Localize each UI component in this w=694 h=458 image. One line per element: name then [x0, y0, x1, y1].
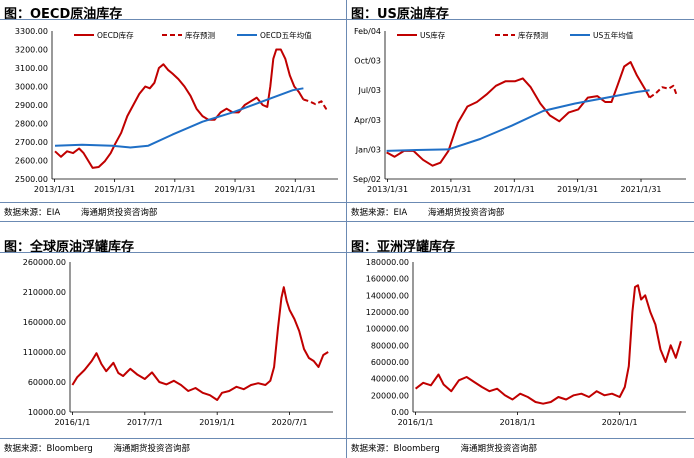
x-tick-label: 2021/1/31 [620, 185, 661, 194]
x-tick-label: 2019/1/31 [215, 185, 256, 194]
source-label: 数据来源：EIA [351, 208, 408, 218]
x-tick-label: 2015/1/31 [94, 185, 135, 194]
title-rule [0, 252, 346, 253]
x-tick-label: 2016/1/1 [398, 418, 434, 427]
source-note: 数据来源：EIA 海通期货投资咨询部 [351, 206, 522, 218]
y-tick-label: 2700.00 [15, 138, 48, 147]
x-tick-label: 2021/1/31 [275, 185, 316, 194]
series-line-actual [71, 286, 329, 401]
asia-floating-storage-panel: 图：亚洲浮罐库存 0.00 20000.00 40000.00 60000.00 800… [347, 222, 694, 458]
oecd-inventory-chart: 2500.00 2600.00 2700.00 2800.00 2900.00 3000.… [15, 27, 338, 194]
panel-title: 图：US原油库存 [351, 7, 449, 22]
y-tick-label: 160000.00 [366, 275, 409, 284]
x-tick-label: 2013/1/31 [34, 185, 75, 194]
y-tick-label: 20000.00 [371, 391, 409, 400]
y-tick-label: 3300.00 [15, 27, 48, 36]
source-rule [347, 202, 694, 203]
y-tick-label: 3100.00 [15, 64, 48, 73]
panel-title: 图：亚洲浮罐库存 [351, 240, 456, 255]
y-tick-label: 10000.00 [28, 408, 66, 417]
x-tick-label: 2019/1/1 [199, 418, 235, 427]
x-tick-label: 2016/1/1 [54, 418, 90, 427]
y-tick-label: 110000.00 [23, 348, 66, 357]
title-rule [347, 19, 694, 20]
legend-label: OECD五年均值 [260, 30, 312, 40]
y-tick-label: Feb/04 [354, 27, 381, 36]
legend-label: 库存预测 [185, 30, 215, 40]
source-label: 数据来源：Bloomberg [351, 444, 440, 454]
y-tick-label: 60000.00 [371, 358, 409, 367]
x-tick-label: 2020/7/1 [272, 418, 308, 427]
y-tick-label: 2600.00 [15, 157, 48, 166]
x-tick-label: 2013/1/31 [367, 185, 408, 194]
y-tick-label: 120000.00 [366, 308, 409, 317]
y-tick-label: 210000.00 [23, 288, 66, 297]
y-tick-label: 160000.00 [23, 318, 66, 327]
y-tick-label: 80000.00 [371, 341, 409, 350]
source-note: 数据来源：Bloomberg 海通期货投资咨询部 [4, 442, 208, 454]
source-note: 数据来源：EIA 海通期货投资咨询部 [4, 206, 175, 218]
series-line-actual [414, 284, 682, 405]
y-tick-label: 2500.00 [15, 175, 48, 184]
title-rule [347, 252, 694, 253]
panel-divider-horizontal [0, 221, 694, 222]
series-line-actual [54, 48, 305, 169]
source-label: 数据来源：Bloomberg [4, 444, 93, 454]
source-label: 数据来源：EIA [4, 208, 61, 218]
series-line-avg [386, 89, 650, 152]
source-rule [0, 202, 346, 203]
y-tick-label: 180000.00 [366, 258, 409, 267]
y-tick-label: 2800.00 [15, 120, 48, 129]
panel-title: 图：OECD原油库存 [4, 7, 123, 22]
panel-divider-vertical [346, 0, 347, 458]
y-tick-label: 40000.00 [371, 375, 409, 384]
x-tick-label: 2017/1/31 [494, 185, 535, 194]
legend-label: US五年均值 [593, 30, 634, 40]
y-tick-label: Oct/03 [354, 57, 381, 66]
global-floating-storage-panel: 图：全球原油浮罐库存 10000.00 60000.00 110000.00 1600… [0, 222, 346, 458]
x-tick-label: 2015/1/31 [430, 185, 471, 194]
asia-floating-storage-chart: 0.00 20000.00 40000.00 60000.00 80000.00 1000… [366, 258, 686, 427]
y-tick-label: Apr/03 [354, 116, 381, 125]
title-rule [0, 19, 346, 20]
series-line-forecast [649, 84, 678, 99]
y-tick-label: Jul/03 [357, 86, 381, 95]
y-tick-label: 3200.00 [15, 46, 48, 55]
series-line-forecast [303, 98, 330, 112]
source-org: 海通期货投资咨询部 [80, 208, 158, 218]
us-inventory-panel: 图：US原油库存 Sep/02 Jan/03 Apr/03 Jul/03 Oct/03 F… [347, 0, 694, 221]
legend-label: OECD库存 [97, 30, 134, 40]
y-tick-label: Sep/02 [353, 175, 381, 184]
y-tick-label: 3000.00 [15, 83, 48, 92]
us-inventory-chart: Sep/02 Jan/03 Apr/03 Jul/03 Oct/03 Feb/04 2013… [353, 27, 686, 194]
x-tick-label: 2019/1/31 [557, 185, 598, 194]
x-tick-label: 2018/1/1 [500, 418, 536, 427]
y-tick-label: 100000.00 [366, 325, 409, 334]
source-rule [0, 438, 346, 439]
legend-label: 库存预测 [518, 30, 548, 40]
y-tick-label: 2900.00 [15, 101, 48, 110]
y-tick-label: 60000.00 [28, 378, 66, 387]
legend-label: US库存 [420, 30, 446, 40]
global-floating-storage-chart: 10000.00 60000.00 110000.00 160000.00 210000… [23, 258, 333, 427]
y-tick-label: 140000.00 [366, 291, 409, 300]
source-org: 海通期货投资咨询部 [460, 444, 537, 454]
x-tick-label: 2017/7/1 [127, 418, 163, 427]
oecd-inventory-panel: 图：OECD原油库存 2500.00 2600.00 2700.00 2800.00 2… [0, 0, 346, 221]
y-tick-label: Jan/03 [355, 145, 381, 154]
x-tick-label: 2017/1/31 [154, 185, 195, 194]
x-tick-label: 2020/1/1 [602, 418, 638, 427]
panel-title: 图：全球原油浮罐库存 [4, 240, 135, 255]
series-line-actual [386, 61, 651, 167]
source-org: 海通期货投资咨询部 [427, 208, 505, 218]
source-org: 海通期货投资咨询部 [113, 444, 190, 454]
y-tick-label: 260000.00 [23, 258, 66, 267]
source-note: 数据来源：Bloomberg 海通期货投资咨询部 [351, 442, 555, 454]
source-rule [347, 438, 694, 439]
y-tick-label: 0.00 [391, 408, 409, 417]
series-line-avg [54, 87, 304, 149]
